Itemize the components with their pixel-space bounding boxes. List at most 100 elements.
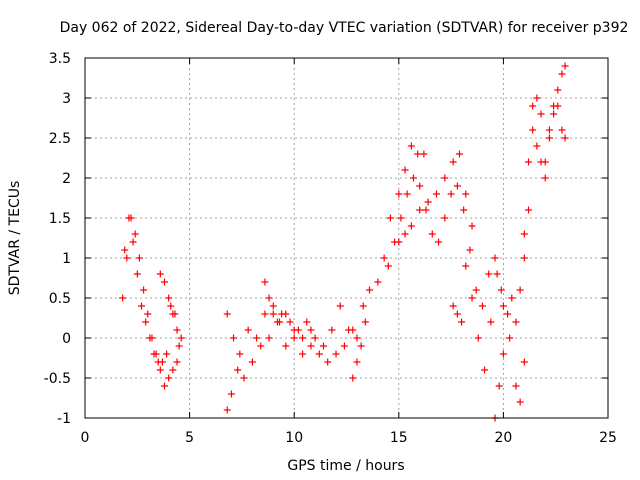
- data-point: [353, 334, 361, 342]
- data-point: [495, 382, 503, 390]
- data-point: [303, 318, 311, 326]
- data-point: [223, 310, 231, 318]
- data-point: [520, 230, 528, 238]
- series-track-h: [384, 174, 505, 310]
- data-point: [156, 366, 164, 374]
- y-tick-label: 0: [62, 331, 71, 347]
- y-tick-label: 3.5: [49, 51, 71, 67]
- data-point: [401, 166, 409, 174]
- data-point: [173, 326, 181, 334]
- data-point: [299, 334, 307, 342]
- data-point: [525, 158, 533, 166]
- data-point: [319, 342, 327, 350]
- data-point: [395, 238, 403, 246]
- data-point: [545, 126, 553, 134]
- data-point: [131, 230, 139, 238]
- data-point: [420, 150, 428, 158]
- data-point: [485, 270, 493, 278]
- series-track-k: [491, 62, 569, 422]
- data-point: [150, 350, 158, 358]
- data-point: [156, 270, 164, 278]
- y-tick-label: 2: [62, 171, 71, 187]
- data-point: [458, 318, 466, 326]
- data-point: [244, 326, 252, 334]
- data-point: [506, 334, 514, 342]
- y-tick-label: -0.5: [44, 371, 71, 387]
- series-track-e: [223, 302, 369, 366]
- data-point: [455, 150, 463, 158]
- data-point: [261, 310, 269, 318]
- axes: 0 5 10 15 20 25 -1 -0.5 0 0.5 1 1.5 2 2.5 3 3.5: [44, 51, 617, 446]
- data-point: [447, 190, 455, 198]
- data-point: [422, 206, 430, 214]
- data-point: [533, 94, 541, 102]
- data-point: [520, 254, 528, 262]
- series-track-c: [156, 270, 185, 342]
- data-point: [361, 318, 369, 326]
- data-point: [525, 206, 533, 214]
- data-point: [236, 350, 244, 358]
- data-point: [366, 286, 374, 294]
- data-point: [395, 190, 403, 198]
- data-point: [533, 142, 541, 150]
- data-point: [541, 174, 549, 182]
- series-track-f: [261, 278, 315, 358]
- data-point: [508, 294, 516, 302]
- data-point: [359, 302, 367, 310]
- data-point: [453, 310, 461, 318]
- data-point: [499, 302, 507, 310]
- data-point: [261, 278, 269, 286]
- data-point: [276, 318, 284, 326]
- data-point: [175, 342, 183, 350]
- data-point: [328, 326, 336, 334]
- data-point: [160, 382, 168, 390]
- data-point: [119, 294, 127, 302]
- data-point: [516, 286, 524, 294]
- data-point: [167, 302, 175, 310]
- data-point: [453, 182, 461, 190]
- data-point: [165, 374, 173, 382]
- data-point: [449, 302, 457, 310]
- data-point: [537, 110, 545, 118]
- data-point: [357, 342, 365, 350]
- data-point: [294, 326, 302, 334]
- x-tick-label: 5: [185, 430, 194, 446]
- data-point: [435, 238, 443, 246]
- data-point: [386, 214, 394, 222]
- data-point: [286, 318, 294, 326]
- data-point: [353, 358, 361, 366]
- data-point: [158, 358, 166, 366]
- data-point: [169, 310, 177, 318]
- data-point: [290, 334, 298, 342]
- data-point: [512, 318, 520, 326]
- x-tick-label: 0: [81, 430, 90, 446]
- data-point: [121, 246, 129, 254]
- series-track-j: [449, 262, 528, 406]
- series-track-b: [121, 214, 183, 366]
- data-point: [234, 366, 242, 374]
- series-track-i: [395, 150, 476, 246]
- data-point: [520, 358, 528, 366]
- data-point: [135, 254, 143, 262]
- data-point: [248, 358, 256, 366]
- data-point: [491, 254, 499, 262]
- data-point: [269, 310, 277, 318]
- data-point: [133, 270, 141, 278]
- data-point: [554, 86, 562, 94]
- y-tick-label: 1.5: [49, 211, 71, 227]
- chart-title: Day 062 of 2022, Sidereal Day-to-day VTE…: [60, 20, 629, 36]
- data-point: [558, 70, 566, 78]
- y-tick-label: -1: [57, 411, 71, 427]
- data-point: [380, 254, 388, 262]
- plot-frame: [84, 57, 609, 419]
- data-point: [163, 350, 171, 358]
- data-point: [462, 190, 470, 198]
- data-point: [265, 334, 273, 342]
- data-point: [384, 262, 392, 270]
- data-point: [160, 278, 168, 286]
- data-point: [336, 302, 344, 310]
- data-point: [545, 134, 553, 142]
- data-point: [397, 214, 405, 222]
- data-point: [307, 326, 315, 334]
